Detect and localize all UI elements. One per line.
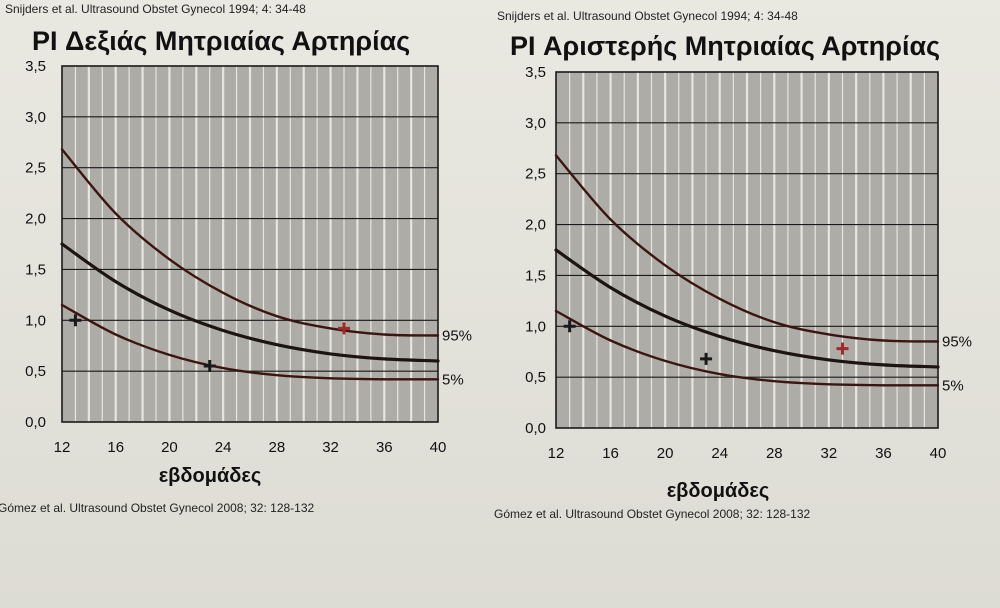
series-line bbox=[60, 242, 440, 363]
y-tick-label: 1,5 bbox=[25, 261, 46, 278]
x-tick-label: 32 bbox=[322, 439, 339, 456]
y-tick-label: 3,0 bbox=[25, 109, 46, 126]
y-tick-label: 3,0 bbox=[525, 115, 546, 132]
y-tick-label: 2,5 bbox=[525, 166, 546, 183]
y-tick-label: 2,0 bbox=[525, 217, 546, 234]
x-tick-label: 32 bbox=[821, 445, 838, 462]
x-tick-label: 36 bbox=[376, 439, 393, 456]
y-tick-label: 0,0 bbox=[25, 414, 46, 431]
y-tick-label: 2,5 bbox=[25, 160, 46, 177]
data-point-marker bbox=[563, 320, 576, 333]
x-tick-label: 24 bbox=[711, 445, 728, 462]
x-axis-label: εβδομάδες bbox=[667, 480, 770, 502]
series-line bbox=[60, 303, 440, 381]
y-tick-label: 1,0 bbox=[25, 312, 46, 329]
footer-reference: Gómez et al. Ultrasound Obstet Gynecol 2… bbox=[494, 507, 811, 521]
x-tick-label: 36 bbox=[875, 445, 892, 462]
x-tick-label: 40 bbox=[430, 439, 447, 456]
x-tick-label: 12 bbox=[548, 445, 565, 462]
chart-title: PI Αριστερής Μητριαίας Αρτηρίας bbox=[510, 31, 940, 61]
data-point-marker bbox=[836, 342, 849, 355]
series-label: 95% bbox=[442, 328, 472, 345]
x-tick-label: 20 bbox=[657, 445, 674, 462]
x-tick-label: 12 bbox=[54, 439, 71, 456]
header-reference: Snijders et al. Ultrasound Obstet Gyneco… bbox=[5, 2, 306, 16]
data-point-marker bbox=[69, 314, 82, 327]
footer-reference: Gómez et al. Ultrasound Obstet Gynecol 2… bbox=[0, 501, 315, 515]
y-tick-label: 3,5 bbox=[25, 58, 46, 75]
y-tick-label: 1,5 bbox=[525, 267, 546, 284]
x-tick-label: 28 bbox=[269, 439, 286, 456]
x-tick-label: 40 bbox=[930, 445, 947, 462]
series-line bbox=[554, 154, 940, 343]
data-point-marker bbox=[203, 360, 216, 373]
x-axis-label: εβδομάδες bbox=[159, 465, 262, 487]
chart-right-uterine-pi: Snijders et al. Ultrasound Obstet Gyneco… bbox=[0, 2, 472, 515]
y-tick-label: 2,0 bbox=[25, 211, 46, 228]
series-line bbox=[60, 148, 440, 337]
y-tick-label: 0,5 bbox=[525, 369, 546, 386]
x-tick-label: 20 bbox=[161, 439, 178, 456]
y-tick-label: 1,0 bbox=[525, 318, 546, 335]
y-tick-label: 0,0 bbox=[525, 420, 546, 437]
data-point-marker bbox=[338, 322, 350, 335]
series-line bbox=[554, 248, 940, 369]
x-tick-label: 24 bbox=[215, 439, 232, 456]
series-label: 95% bbox=[942, 334, 972, 351]
data-point-marker bbox=[700, 352, 713, 365]
x-tick-label: 16 bbox=[107, 439, 124, 456]
chart-title: PI Δεξιάς Μητριαίας Αρτηρίας bbox=[32, 26, 410, 56]
x-tick-label: 28 bbox=[766, 445, 783, 462]
series-label: 5% bbox=[942, 377, 964, 394]
x-tick-label: 16 bbox=[602, 445, 619, 462]
series-label: 5% bbox=[442, 371, 464, 388]
y-tick-label: 3,5 bbox=[525, 64, 546, 81]
header-reference: Snijders et al. Ultrasound Obstet Gyneco… bbox=[497, 9, 798, 23]
y-tick-label: 0,5 bbox=[25, 363, 46, 380]
chart-left-uterine-pi: Snijders et al. Ultrasound Obstet Gyneco… bbox=[494, 9, 972, 521]
series-line bbox=[554, 309, 940, 387]
